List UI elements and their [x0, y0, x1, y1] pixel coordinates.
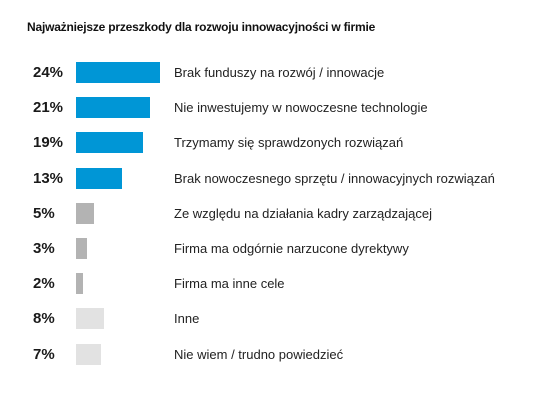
- bar: [76, 202, 94, 224]
- bar: [76, 62, 160, 83]
- value-label: 24%: [33, 64, 64, 81]
- category-label: Inne: [174, 311, 200, 327]
- bar: [76, 167, 122, 189]
- chart-title: Najważniejsze przeszkody dla rozwoju inn…: [27, 20, 376, 34]
- value-label: 19%: [33, 134, 64, 152]
- bar: [76, 273, 83, 295]
- bar-row: 24% Brak funduszy na rozwój / innowacje: [0, 56, 534, 91]
- bar-row: 19% Trzymamy się sprawdzonych rozwiązań: [0, 126, 534, 161]
- category-label: Ze względu na działania kadry zarządzają…: [174, 205, 432, 221]
- category-label: Brak nowoczesnego sprzętu / innowacyjnyc…: [174, 170, 495, 186]
- bar-row: 5% Ze względu na działania kadry zarządza…: [0, 197, 534, 232]
- category-label: Nie wiem / trudno powiedzieć: [174, 346, 344, 362]
- bar: [76, 97, 150, 119]
- value-label: 7%: [33, 345, 55, 363]
- bar-row: 21% Nie inwestujemy w nowoczesne technolo…: [0, 91, 534, 126]
- bar-row: 13% Brak nowoczesnego sprzętu / innowacyj…: [0, 162, 534, 197]
- bar: [76, 308, 104, 330]
- value-label: 13%: [33, 169, 64, 187]
- category-label: Firma ma odgórnie narzucone dyrektywy: [174, 240, 409, 256]
- category-label: Firma ma inne cele: [174, 276, 285, 292]
- value-label: 5%: [33, 204, 55, 222]
- bar-row: 2% Firma ma inne cele: [0, 267, 534, 302]
- bar: [76, 343, 101, 365]
- bar: [76, 237, 87, 259]
- value-label: 3%: [33, 239, 55, 257]
- bar-row: 7% Nie wiem / trudno powiedzieć: [0, 338, 534, 373]
- value-label: 2%: [33, 275, 55, 293]
- category-label: Trzymamy się sprawdzonych rozwiązań: [174, 135, 404, 151]
- bar-row: 8% Inne: [0, 302, 534, 337]
- bar: [76, 132, 143, 154]
- category-label: Brak funduszy na rozwój / innowacje: [174, 65, 385, 80]
- bar-row: 3% Firma ma odgórnie narzucone dyrektywy: [0, 232, 534, 267]
- category-label: Nie inwestujemy w nowoczesne technologie: [174, 100, 428, 116]
- value-label: 21%: [33, 99, 64, 117]
- bar-rows: 24% Brak funduszy na rozwój / innowacje 21…: [0, 56, 534, 373]
- value-label: 8%: [33, 310, 55, 328]
